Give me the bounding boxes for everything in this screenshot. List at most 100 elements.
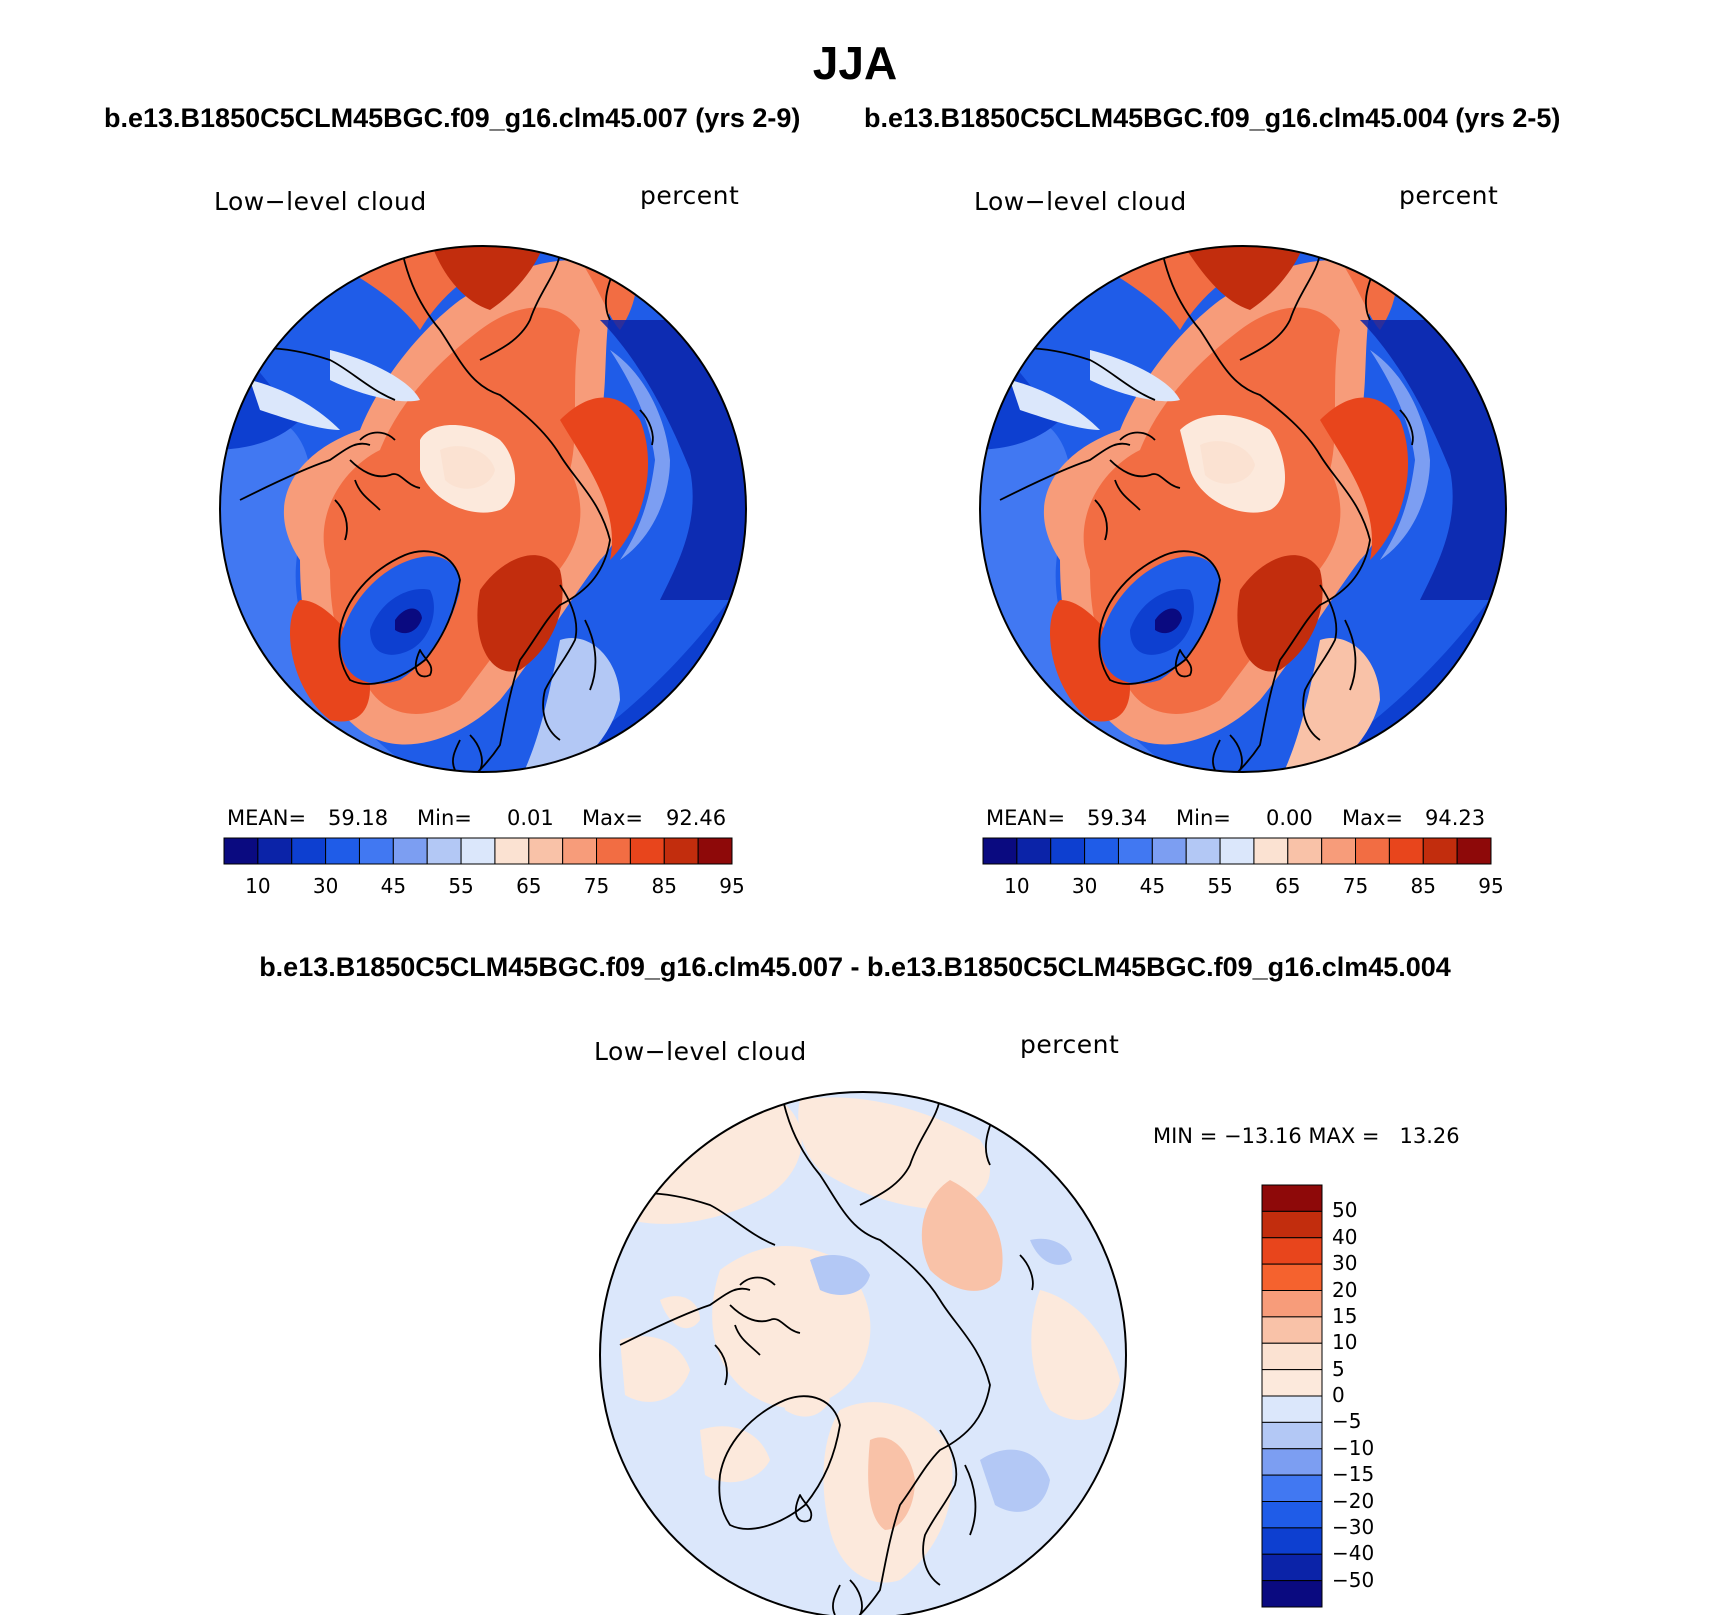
panel3-colorbar-tick-label: −20 [1332,1488,1375,1513]
panel2-colorbar-box [1456,837,1492,865]
panel3-colorbar-box [1261,1474,1323,1502]
panel2-colorbar-box [1151,837,1187,865]
panel2-colorbar-box [1185,837,1221,865]
panel1-colorbar-tick-label: 85 [651,874,677,898]
top-right-subtitle: b.e13.B1850C5CLM45BGC.f09_g16.clm45.004 … [864,103,1561,133]
panel2-colorbar-box [1084,837,1119,865]
panel2-min-label: Min= [1176,806,1231,830]
panel1-colorbar-box [223,837,259,865]
panel3-colorbar-tick-label: 30 [1332,1251,1358,1276]
panel1-units-label: percent [640,181,740,210]
panel1-colorbar [223,837,733,865]
panel2-colorbar [982,837,1492,865]
panel3-minmax: MIN = −13.16 MAX = 13.26 [1153,1124,1460,1148]
panel3-colorbar-tick-label: 0 [1332,1383,1345,1407]
panel2-colorbar-box [1117,837,1153,865]
panel1-max-label: Max= [582,806,644,830]
panel3-colorbar-box [1261,1184,1323,1212]
panel2-colorbar-tick-label: 55 [1207,874,1233,898]
panel3-colorbar-box [1261,1316,1323,1344]
panel1-map [219,245,747,773]
panel3-colorbar-box [1261,1527,1323,1555]
panel1-mean-value: 59.18 [328,806,389,830]
page-title: JJA [812,37,898,89]
panel2-variable-label: Low−level cloud [974,187,1187,216]
panel3-colorbar-box [1261,1237,1323,1265]
panel2-colorbar-tick-label: 75 [1342,874,1369,898]
panel3-colorbar-tick-label: 20 [1332,1277,1358,1302]
panel3-colorbar-box [1261,1263,1323,1291]
panel1-colorbar-box [291,837,327,865]
panel2-colorbar-box [1388,837,1424,865]
panel1-colorbar-tick-label: 30 [312,874,339,898]
panel3-colorbar-tick-label: 10 [1332,1330,1358,1355]
panel2-colorbar-box [1422,837,1458,865]
panel3-colorbar-tick-label: 15 [1332,1303,1358,1328]
panel3-colorbar-box [1261,1553,1323,1582]
panel1-colorbar-box [460,837,496,865]
panel1-colorbar-tick-label: 55 [448,874,474,898]
panel3-colorbar-tick-label: −30 [1332,1514,1375,1539]
panel3-colorbar-box [1261,1290,1323,1318]
panel2-colorbar-tick-label: 65 [1275,874,1301,898]
panel1-min-label: Min= [417,806,472,830]
panel2-colorbar-box [1321,837,1357,865]
panel1-colorbar-tick-label: 65 [516,874,542,898]
panel1-colorbar-box [528,837,564,865]
panel1-colorbar-box [325,837,360,865]
panel1-colorbar-box [358,837,394,865]
panel2-colorbar-box [1287,837,1323,865]
panel1-colorbar-box [629,837,665,865]
panel3-colorbar-box [1261,1421,1323,1450]
panel2-colorbar-tick-label: 30 [1071,874,1098,898]
panel3-colorbar-tick-label: 40 [1332,1224,1358,1249]
panel3-units-label: percent [1020,1030,1120,1059]
panel3-colorbar-tick-label: −15 [1332,1462,1375,1487]
panel3-colorbar [1261,1184,1323,1608]
panel2-max-value: 94.23 [1425,806,1486,830]
panel1-variable-label: Low−level cloud [214,187,427,216]
panel3-colorbar-box [1261,1369,1323,1397]
panel1-colorbar-tick-label: 10 [245,874,271,898]
top-left-subtitle: b.e13.B1850C5CLM45BGC.f09_g16.clm45.007 … [104,103,801,133]
panel2-map [979,245,1507,773]
panel3-variable-label: Low−level cloud [594,1037,807,1066]
bottom-subtitle: b.e13.B1850C5CLM45BGC.f09_g16.clm45.007 … [259,952,1451,982]
panel1-colorbar-box [697,837,733,865]
panel2-min-value: 0.00 [1266,806,1313,830]
panel3-colorbar-tick-label: −40 [1332,1541,1375,1566]
panel1-colorbar-box [257,837,293,865]
panel3-colorbar-tick-label: −5 [1332,1409,1362,1434]
panel2-colorbar-tick-label: 10 [1004,874,1030,898]
panel2-colorbar-tick-label: 95 [1478,874,1504,898]
panel3-colorbar-box [1261,1580,1323,1608]
panel2-colorbar-box [982,837,1018,865]
panel2-colorbar-box [1016,837,1052,865]
panel2-mean-label: MEAN= [986,806,1066,830]
panel1-max-value: 92.46 [666,806,727,830]
panel1-mean-label: MEAN= [227,806,307,830]
panel1-colorbar-box [562,837,598,865]
panel1-min-value: 0.01 [507,806,554,830]
panel2-mean-value: 59.34 [1087,806,1148,830]
panel2-colorbar-box [1050,837,1086,865]
panel1-colorbar-box [392,837,428,865]
panel3-colorbar-box [1261,1342,1323,1371]
panel3-colorbar-box [1261,1395,1323,1423]
panel3-colorbar-tick-label: −10 [1332,1435,1375,1460]
panel3-colorbar-box [1261,1448,1323,1476]
panel1-colorbar-box [596,837,631,865]
panel2-colorbar-box [1219,837,1255,865]
panel3-colorbar-tick-label: −50 [1332,1567,1375,1592]
panel3-map [599,1091,1127,1615]
panel3-colorbar-box [1261,1210,1323,1239]
panel2-colorbar-box [1355,837,1390,865]
panel3-colorbar-tick-label: 5 [1332,1356,1345,1381]
panel2-colorbar-tick-label: 45 [1139,874,1166,898]
panel1-colorbar-box [426,837,462,865]
panel2-colorbar-box [1253,837,1289,865]
panel2-max-label: Max= [1342,806,1404,830]
panel1-colorbar-tick-label: 95 [719,874,745,898]
panel3-colorbar-tick-label: 50 [1332,1198,1358,1223]
